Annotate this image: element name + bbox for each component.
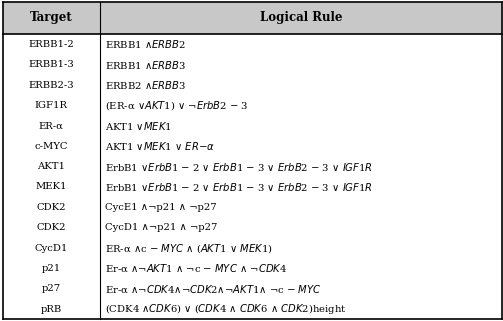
Bar [3, 2, 502, 34]
Text: Logical Rule: Logical Rule [260, 12, 342, 24]
Text: Target: Target [30, 12, 72, 24]
Text: p27: p27 [42, 284, 61, 293]
Text: ER-α ∧c − $\mathit{MYC}$ ∧ ($\mathit{AKT}$1 ∨ $\mathit{MEK}$1): ER-α ∧c − $\mathit{MYC}$ ∧ ($\mathit{AKT… [105, 242, 273, 255]
Text: CDK2: CDK2 [36, 223, 66, 232]
Text: (ER-α ∨$\mathit{AKT}$1) ∨ ¬$\mathit{ErbB}$2 − 3: (ER-α ∨$\mathit{AKT}$1) ∨ ¬$\mathit{ErbB… [105, 99, 248, 112]
Text: ERBB1-2: ERBB1-2 [28, 40, 74, 49]
Text: c-MYC: c-MYC [35, 142, 68, 151]
Text: CDK2: CDK2 [36, 203, 66, 212]
Text: p21: p21 [42, 264, 61, 273]
Text: CycE1 ∧¬p21 ∧ ¬p27: CycE1 ∧¬p21 ∧ ¬p27 [105, 203, 217, 212]
Text: ErbB1 ∨$\mathit{ErbB}$1 − 2 ∨ $\mathit{ErbB}$1 − 3 ∨ $\mathit{ErbB}$2 − 3 ∨ $\ma: ErbB1 ∨$\mathit{ErbB}$1 − 2 ∨ $\mathit{E… [105, 181, 373, 193]
Text: ERBB1 ∧$\mathit{ERBB}$2: ERBB1 ∧$\mathit{ERBB}$2 [105, 39, 186, 50]
Text: IGF1R: IGF1R [35, 101, 68, 110]
Text: ERBB1-3: ERBB1-3 [28, 60, 74, 69]
Text: Er-α ∧¬$\mathit{AKT}$1 ∧ ¬c − $\mathit{MYC}$ ∧ ¬$\mathit{CDK}$4: Er-α ∧¬$\mathit{AKT}$1 ∧ ¬c − $\mathit{M… [105, 263, 287, 274]
Text: pRB: pRB [41, 305, 62, 314]
Text: ERBB2-3: ERBB2-3 [28, 81, 74, 90]
Text: AKT1: AKT1 [37, 162, 65, 171]
Text: ER-α: ER-α [39, 121, 64, 130]
Text: ErbB1 ∨$\mathit{ErbB}$1 − 2 ∨ $\mathit{ErbB}$1 − 3 ∨ $\mathit{ErbB}$2 − 3 ∨ $\ma: ErbB1 ∨$\mathit{ErbB}$1 − 2 ∨ $\mathit{E… [105, 160, 373, 173]
Text: (CDK4 ∧$\mathit{CDK}$6) ∨ ($\mathit{CDK}$4 ∧ $\mathit{CDK}$6 ∧ $\mathit{CDK}$2)h: (CDK4 ∧$\mathit{CDK}$6) ∨ ($\mathit{CDK}… [105, 302, 347, 316]
Text: CycD1: CycD1 [35, 244, 68, 253]
Text: CycD1 ∧¬p21 ∧ ¬p27: CycD1 ∧¬p21 ∧ ¬p27 [105, 223, 217, 232]
Text: AKT1 ∨$\mathit{MEK}$1: AKT1 ∨$\mathit{MEK}$1 [105, 120, 172, 132]
Text: ERBB1 ∧$\mathit{ERBB}$3: ERBB1 ∧$\mathit{ERBB}$3 [105, 59, 186, 71]
Text: AKT1 ∨$\mathit{MEK}$1 ∨ $\mathit{ER}$−$\mathit{α}$: AKT1 ∨$\mathit{MEK}$1 ∨ $\mathit{ER}$−$\… [105, 140, 215, 152]
Text: Er-α ∧¬$\mathit{CDK}$4∧¬$\mathit{CDK}$2∧¬$\mathit{AKT}$1∧ ¬c − $\mathit{MYC}$: Er-α ∧¬$\mathit{CDK}$4∧¬$\mathit{CDK}$2∧… [105, 283, 321, 295]
Text: ERBB2 ∧$\mathit{ERBB}$3: ERBB2 ∧$\mathit{ERBB}$3 [105, 79, 186, 91]
Text: MEK1: MEK1 [36, 182, 67, 192]
